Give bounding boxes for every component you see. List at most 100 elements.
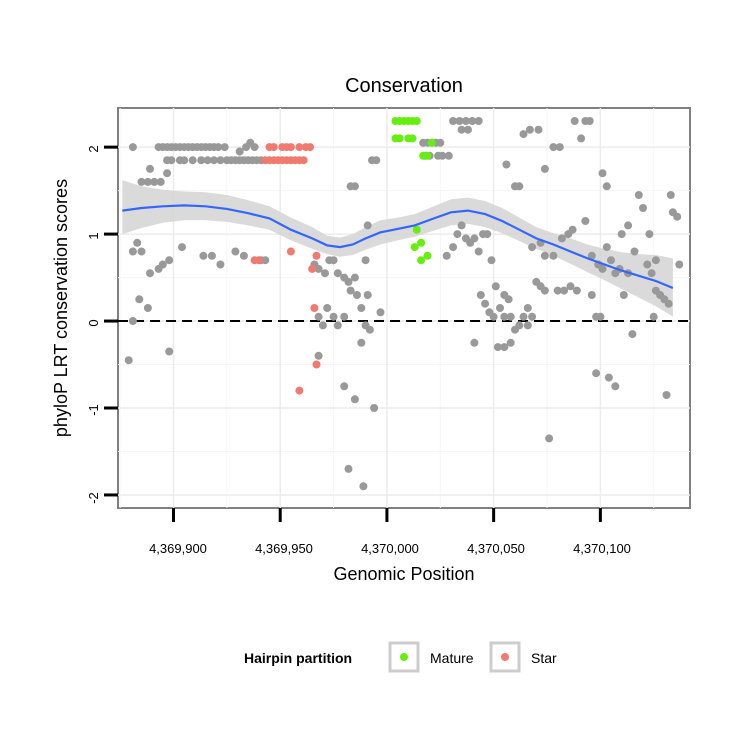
data-point-other — [457, 125, 466, 134]
data-point-other — [231, 247, 240, 256]
data-point-other — [135, 295, 144, 304]
data-point-other — [585, 117, 594, 125]
data-point-other — [357, 304, 366, 312]
data-point-other — [150, 177, 159, 186]
data-point-other — [534, 125, 543, 134]
data-point-other — [165, 256, 174, 265]
data-point-other — [178, 243, 186, 252]
data-point-mature — [417, 256, 426, 265]
data-point-other — [203, 156, 212, 165]
data-point-other — [363, 221, 372, 230]
data-point-other — [353, 291, 361, 299]
data-point-other — [540, 251, 549, 260]
data-point-other — [540, 164, 549, 173]
data-point-other — [528, 243, 537, 252]
data-point-other — [321, 269, 329, 278]
data-point-star — [286, 143, 295, 152]
data-point-other — [128, 317, 137, 325]
data-point-other — [549, 143, 558, 152]
confidence-band — [122, 180, 673, 317]
data-point-other — [318, 321, 327, 330]
data-point-other — [199, 251, 208, 260]
data-point-other — [468, 117, 477, 125]
data-point-other — [350, 395, 359, 404]
confidence-band-layer — [122, 180, 673, 317]
data-point-other — [436, 138, 445, 147]
data-point-other — [581, 217, 590, 225]
data-point-other — [519, 312, 528, 321]
data-point-other — [314, 351, 323, 360]
data-point-other — [333, 269, 342, 278]
data-point-other — [496, 304, 504, 312]
points-mature-series — [391, 117, 436, 265]
data-point-other — [673, 212, 682, 221]
y-axis: -2 -1 0 1 2 — [86, 145, 118, 504]
data-point-other — [491, 282, 500, 291]
data-point-mature — [427, 138, 436, 147]
x-axis: 4,369,900 4,369,950 4,370,000 4,370,050 … — [149, 508, 631, 556]
data-point-other — [557, 234, 566, 243]
data-point-other — [664, 299, 673, 308]
data-point-other — [449, 117, 458, 125]
data-point-other — [346, 286, 355, 295]
data-point-star — [295, 143, 304, 152]
data-point-other — [666, 191, 675, 199]
y-tick-label: 1 — [86, 232, 101, 239]
data-point-other — [323, 304, 332, 312]
plot-panel-border — [117, 107, 691, 509]
data-point-other — [628, 330, 637, 339]
data-point-other — [372, 156, 381, 165]
data-point-other — [587, 251, 596, 260]
plot-panel — [117, 107, 691, 509]
data-point-other — [604, 373, 613, 382]
data-point-other — [220, 143, 229, 152]
data-point-other — [500, 343, 509, 352]
data-point-other — [344, 277, 353, 286]
data-point-other — [607, 256, 615, 265]
data-point-other — [314, 264, 323, 273]
legend-label-mature: Mature — [430, 650, 474, 666]
data-point-other — [502, 160, 511, 169]
data-point-mature — [423, 151, 432, 160]
data-point-other — [350, 182, 359, 191]
data-point-other — [647, 269, 656, 278]
data-point-other — [598, 264, 607, 273]
data-point-other — [239, 251, 248, 260]
data-point-star — [299, 156, 308, 165]
data-point-other — [643, 260, 652, 269]
data-point-other — [453, 230, 462, 239]
data-point-mature — [423, 251, 432, 260]
data-point-other — [137, 247, 146, 256]
smooth-line-layer — [122, 204, 674, 290]
data-point-star — [295, 386, 304, 395]
data-point-other — [487, 256, 496, 265]
data-point-other — [376, 308, 385, 317]
data-point-other — [340, 312, 349, 321]
data-point-other — [261, 256, 270, 265]
legend-title: Hairpin partition — [244, 650, 352, 666]
data-point-other — [329, 312, 338, 321]
data-point-mature — [412, 117, 421, 125]
data-point-other — [359, 482, 368, 491]
data-point-other — [455, 117, 464, 125]
data-point-other — [470, 338, 479, 347]
data-point-mature — [410, 243, 419, 252]
data-point-other — [314, 312, 323, 321]
legend-mature-dot — [400, 653, 408, 661]
data-point-other — [515, 182, 524, 191]
data-point-other — [602, 182, 611, 191]
legend: Hairpin partition Mature Star — [244, 641, 557, 673]
data-point-other — [555, 143, 564, 152]
data-point-other — [598, 169, 607, 178]
data-point-star — [269, 143, 278, 152]
points-star-series — [250, 143, 321, 395]
data-point-other — [216, 156, 225, 165]
y-tick-label: 0 — [86, 319, 101, 326]
y-tick-label: -2 — [86, 492, 101, 504]
data-point-star — [308, 264, 317, 273]
data-point-other — [180, 156, 189, 165]
data-point-other — [504, 295, 513, 304]
data-point-other — [566, 282, 575, 291]
data-point-other — [340, 382, 349, 391]
